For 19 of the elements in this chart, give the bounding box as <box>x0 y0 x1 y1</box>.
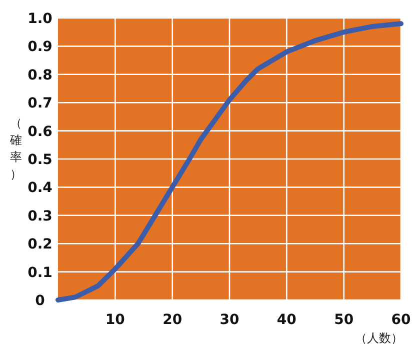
x-tick-label: 20 <box>162 312 182 328</box>
y-tick-label: 0.9 <box>28 39 52 56</box>
y-tick-label: 0 <box>35 293 46 309</box>
y-tick-label: 0.8 <box>28 67 52 84</box>
y-tick-label: 0.7 <box>28 96 52 112</box>
y-axis-title: （確率） <box>9 116 22 181</box>
x-tick-label: 30 <box>220 312 240 328</box>
y-tick-label: 0.6 <box>28 124 52 140</box>
y-tick-label: 0.4 <box>28 180 53 196</box>
x-tick-label: 10 <box>105 312 126 328</box>
y-tick-label: 0.5 <box>28 152 52 168</box>
y-tick-label: 0.3 <box>28 208 52 224</box>
y-tick-label: 0.2 <box>28 236 52 253</box>
x-tick-label: 50 <box>334 312 354 328</box>
x-axis-title: （人数） <box>355 331 403 345</box>
y-tick-label: 1.0 <box>28 11 53 27</box>
x-tick-label: 60 <box>391 312 411 328</box>
x-tick-label: 40 <box>276 312 297 328</box>
y-tick-label: 0.1 <box>28 264 52 281</box>
